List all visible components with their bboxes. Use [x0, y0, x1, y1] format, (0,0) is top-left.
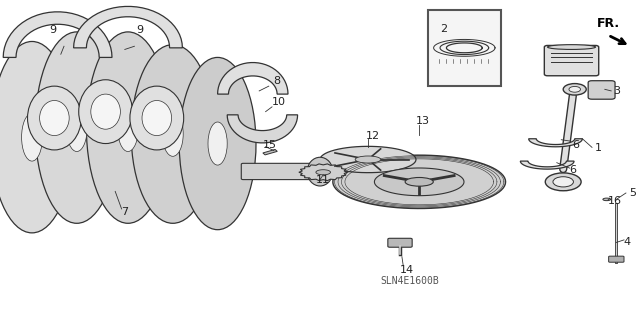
Text: SLN4E1600B: SLN4E1600B	[380, 276, 439, 286]
Text: 1: 1	[595, 143, 602, 153]
Polygon shape	[333, 155, 506, 209]
Polygon shape	[218, 63, 288, 94]
Text: 16: 16	[607, 196, 621, 206]
Ellipse shape	[391, 240, 409, 245]
Ellipse shape	[131, 45, 214, 223]
Ellipse shape	[86, 32, 170, 223]
Circle shape	[553, 177, 573, 187]
Text: 10: 10	[271, 97, 285, 107]
Text: 2: 2	[440, 24, 447, 34]
Ellipse shape	[208, 122, 227, 165]
FancyBboxPatch shape	[545, 45, 599, 76]
Text: 12: 12	[365, 130, 380, 141]
Ellipse shape	[22, 113, 42, 161]
Ellipse shape	[79, 80, 132, 144]
Ellipse shape	[91, 94, 120, 129]
Text: 3: 3	[613, 86, 620, 96]
Polygon shape	[529, 139, 582, 147]
Polygon shape	[299, 164, 348, 181]
Polygon shape	[227, 115, 298, 143]
Ellipse shape	[0, 41, 74, 233]
Text: 9: 9	[136, 25, 143, 35]
Circle shape	[545, 173, 581, 191]
Circle shape	[563, 84, 586, 95]
Ellipse shape	[179, 57, 256, 230]
Text: 6: 6	[573, 140, 579, 150]
Circle shape	[569, 86, 580, 92]
Text: 6: 6	[570, 165, 576, 175]
Ellipse shape	[142, 100, 172, 136]
Polygon shape	[374, 168, 464, 196]
Ellipse shape	[40, 100, 69, 136]
Ellipse shape	[548, 45, 595, 49]
Ellipse shape	[163, 112, 183, 156]
Text: 4: 4	[623, 237, 631, 248]
FancyBboxPatch shape	[609, 256, 624, 262]
FancyBboxPatch shape	[588, 81, 615, 99]
Text: 15: 15	[263, 140, 277, 150]
Ellipse shape	[603, 198, 611, 201]
FancyBboxPatch shape	[241, 163, 322, 180]
Polygon shape	[263, 149, 277, 155]
Ellipse shape	[118, 104, 138, 152]
Ellipse shape	[307, 157, 333, 186]
Text: 8: 8	[273, 76, 280, 86]
Text: FR.: FR.	[596, 17, 620, 30]
Text: 5: 5	[629, 188, 636, 198]
Ellipse shape	[405, 177, 433, 186]
Text: 7: 7	[121, 207, 129, 217]
Ellipse shape	[316, 170, 330, 175]
Ellipse shape	[35, 32, 118, 223]
Polygon shape	[320, 146, 416, 173]
Text: 11: 11	[316, 175, 330, 185]
Polygon shape	[74, 6, 182, 48]
Ellipse shape	[355, 156, 381, 163]
Polygon shape	[3, 12, 112, 57]
FancyBboxPatch shape	[388, 238, 412, 247]
Ellipse shape	[67, 104, 87, 152]
Polygon shape	[520, 161, 574, 169]
Text: 13: 13	[415, 116, 429, 126]
Ellipse shape	[130, 86, 184, 150]
Text: 9: 9	[49, 25, 56, 35]
Ellipse shape	[28, 86, 81, 150]
Text: 14: 14	[399, 264, 413, 275]
Bar	[428, 10, 501, 86]
